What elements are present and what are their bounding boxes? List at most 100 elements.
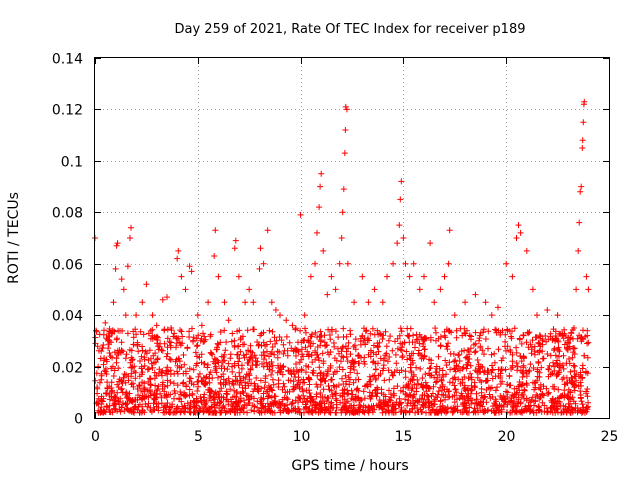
data-point [427, 240, 434, 247]
data-point [153, 322, 160, 329]
data-point [328, 273, 335, 280]
data-point [400, 235, 407, 241]
data-point [264, 227, 271, 234]
data-point [503, 260, 510, 267]
data-point [515, 222, 522, 229]
y-tick-label: 0.1 [61, 155, 83, 171]
data-point [482, 299, 489, 306]
data-point [472, 291, 479, 298]
data-point [336, 260, 343, 267]
data-point [585, 286, 592, 293]
data-point [544, 307, 551, 313]
data-point [297, 211, 304, 218]
data-point [317, 183, 324, 190]
data-point [246, 286, 253, 293]
data-point [342, 127, 349, 133]
data-point [122, 312, 129, 319]
data-point [359, 273, 366, 280]
data-point [124, 263, 131, 270]
x-tick-labels: 0 5 10 15 20 25 [91, 429, 618, 445]
data-point [102, 319, 109, 326]
data-point [446, 227, 453, 234]
data-point [164, 294, 170, 301]
data-point [509, 273, 516, 280]
data-point [384, 273, 390, 280]
axis-ticks [95, 58, 610, 419]
data-point [118, 276, 125, 283]
data-point [257, 245, 264, 252]
data-point [314, 229, 320, 236]
data-point [371, 286, 378, 293]
data-point [250, 299, 257, 306]
data-point [242, 299, 249, 306]
data-point [225, 317, 232, 324]
data-point [445, 260, 452, 267]
data-point [149, 312, 156, 319]
data-point [571, 325, 577, 331]
data-point [289, 322, 296, 329]
x-tick-label: 20 [498, 429, 516, 445]
data-point [316, 204, 323, 211]
chart-title: Day 259 of 2021, Rate Of TEC Index for r… [175, 22, 526, 37]
x-tick-label: 5 [194, 429, 203, 445]
data-point [93, 327, 99, 334]
data-point [231, 245, 238, 252]
dense-band-points [92, 325, 592, 416]
y-tick-label: 0.14 [52, 52, 83, 68]
data-point [212, 227, 219, 234]
data-point [577, 188, 584, 195]
y-tick-label: 0.12 [52, 103, 83, 119]
data-point [215, 273, 222, 280]
data-point [398, 178, 405, 185]
data-point [573, 286, 580, 293]
y-tick-label: 0.08 [52, 206, 83, 222]
data-point [110, 299, 117, 306]
data-point [394, 240, 401, 247]
data-point [406, 273, 413, 280]
data-point [583, 273, 590, 280]
data-point [437, 286, 444, 293]
data-point [94, 384, 101, 391]
data-point [575, 247, 582, 254]
data-point [579, 137, 586, 144]
data-point [580, 119, 587, 126]
data-point [260, 260, 267, 267]
data-point [194, 312, 201, 319]
data-point [554, 312, 561, 319]
data-point [344, 260, 351, 267]
y-axis-label: ROTI / TECUs [6, 192, 22, 284]
data-point [205, 299, 212, 306]
data-point [320, 247, 327, 254]
data-point [339, 209, 346, 216]
data-point [188, 268, 195, 275]
data-point [211, 253, 218, 259]
x-axis-label: GPS time / hours [291, 458, 408, 474]
data-point [168, 325, 175, 331]
data-point [127, 235, 133, 241]
data-point [256, 265, 263, 272]
data-point [523, 247, 530, 254]
data-point [139, 299, 146, 306]
data-point [338, 235, 345, 241]
x-tick-label: 25 [601, 429, 619, 445]
data-point [277, 312, 283, 319]
data-point [579, 145, 586, 151]
data-point [332, 286, 339, 293]
data-point [272, 307, 279, 313]
data-point [318, 170, 325, 177]
data-point [312, 260, 318, 267]
plot-frame [94, 57, 610, 419]
data-point [513, 235, 520, 241]
data-point [421, 273, 427, 280]
data-point [221, 299, 228, 306]
data-point [441, 273, 448, 280]
data-point [175, 247, 182, 254]
data-point [397, 196, 404, 203]
data-point [283, 317, 290, 324]
data-point [301, 312, 308, 319]
y-tick-label: 0.06 [52, 258, 83, 274]
data-point [178, 273, 185, 280]
data-point [128, 224, 134, 231]
data-point [410, 260, 417, 267]
